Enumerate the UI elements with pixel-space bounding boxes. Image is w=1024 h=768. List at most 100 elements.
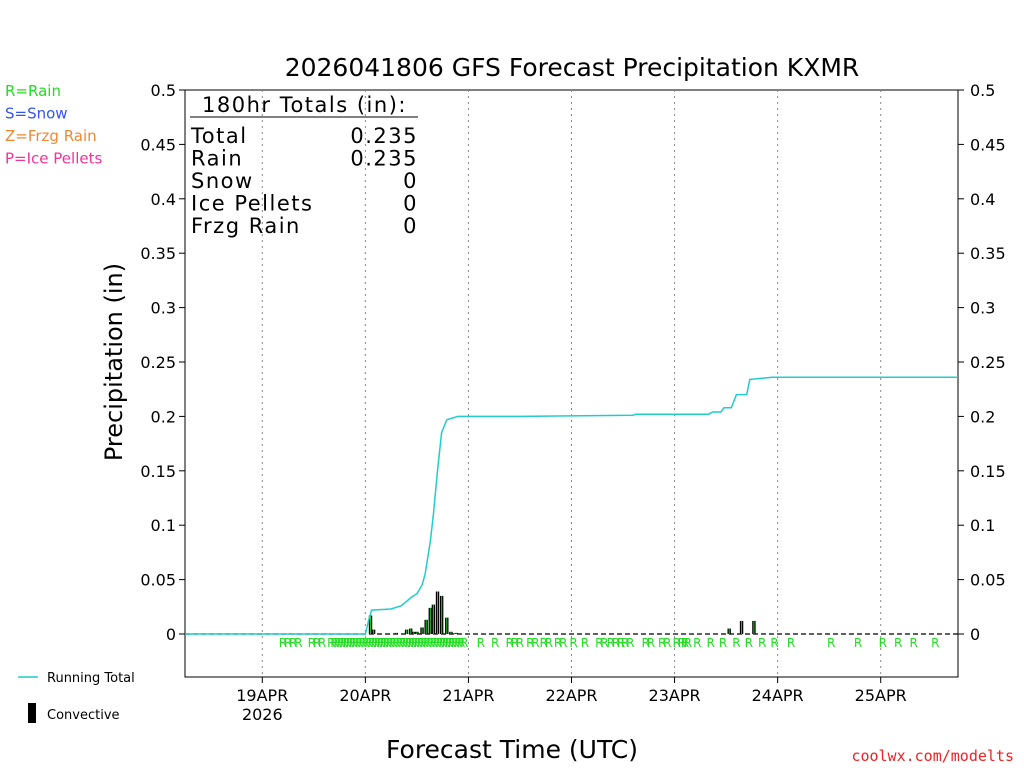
x-tick-label: 19APR [236, 686, 288, 705]
rain-marker: R [745, 636, 753, 650]
precip-type-legend: R=Rain S=Snow Z=Frzg Rain P=Ice Pellets [5, 82, 102, 168]
convective-bar-highlight [455, 632, 457, 634]
running-total-legend: Running Total [18, 671, 135, 686]
rain-marker: R [454, 636, 462, 650]
convective-bar-highlight [413, 631, 415, 634]
rain-marker: R [569, 636, 577, 650]
rain-marker: R [279, 636, 287, 650]
rain-marker: R [511, 636, 519, 650]
y-tick-label-left: 0.3 [151, 299, 176, 318]
type-legend-item: P=Ice Pellets [5, 150, 102, 168]
running-total-legend-label: Running Total [47, 671, 135, 686]
rain-marker: R [386, 636, 394, 650]
rain-marker: R [894, 636, 902, 650]
convective-bar-highlight [753, 620, 755, 634]
y-axis-right: 0 0.05 0.1 0.15 0.2 0.25 0.3 0.35 0.4 0.45 0.5 [958, 81, 1006, 644]
rain-marker: R [910, 636, 918, 650]
rain-marker: R [289, 636, 297, 650]
rain-marker: R [787, 636, 795, 650]
rain-marker: R [352, 636, 360, 650]
rain-marker: R [612, 636, 620, 650]
credit-link[interactable]: coolwx.com/modelts [851, 747, 1014, 765]
convective-bar-highlight [395, 632, 397, 634]
rain-marker: R [531, 636, 539, 650]
y-tick-label-right: 0.45 [970, 135, 1006, 154]
rain-marker: R [432, 636, 440, 650]
rain-marker: R [732, 636, 740, 650]
rain-marker: R [457, 636, 465, 650]
rain-marker: R [442, 636, 450, 650]
rain-marker: R [313, 636, 321, 650]
x-tick-label: 23APR [649, 686, 701, 705]
convective-bar-highlight [728, 628, 730, 634]
convective-legend: Convective [28, 703, 120, 723]
rain-marker: R [308, 636, 316, 650]
rain-marker: R [647, 636, 655, 650]
rain-marker: R [684, 636, 692, 650]
gridlines [261, 90, 882, 677]
y-tick-label-right: 0.4 [970, 190, 995, 209]
convective-bar-highlight [741, 620, 743, 634]
rain-marker: R [706, 636, 714, 650]
rain-marker: R [411, 636, 419, 650]
rain-marker: R [426, 636, 434, 650]
convective-bar-highlight [437, 591, 439, 634]
y-tick-label-right: 0.2 [970, 407, 995, 426]
y-tick-label-left: 0 [166, 625, 176, 644]
totals-row-value: 0 [403, 192, 418, 216]
x-tick-label: 22APR [545, 686, 597, 705]
y-tick-label-right: 0 [970, 625, 980, 644]
running-total-line [185, 376, 958, 635]
rain-marker: R [389, 636, 397, 650]
rain-marker: R [327, 636, 335, 650]
convective-bar-highlight [450, 631, 452, 634]
rain-marker: R [438, 636, 446, 650]
y-tick-label-left: 0.25 [140, 353, 176, 372]
rain-marker: R [545, 636, 553, 650]
rain-marker: R [581, 636, 589, 650]
rain-marker: R [429, 636, 437, 650]
rain-marker: R [330, 636, 338, 650]
totals-row-name: Ice Pellets [191, 192, 313, 216]
rain-marker: R [435, 636, 443, 650]
rain-marker: R [374, 636, 382, 650]
rain-marker: R [284, 636, 292, 650]
totals-box-title: 180hr Totals (in): [202, 93, 407, 117]
rain-marker: R [617, 636, 625, 650]
rain-marker: R [420, 636, 428, 650]
y-axis-label: Precipitation (in) [100, 263, 128, 461]
rain-marker: R [380, 636, 388, 650]
rain-marker: R [349, 636, 357, 650]
x-tick-sublabel: 2026 [242, 705, 283, 724]
totals-row-name: Total [190, 124, 248, 148]
type-legend-item: R=Rain [5, 82, 61, 100]
convective-bar-highlight [370, 615, 372, 634]
convective-bar-highlight [425, 619, 427, 634]
rain-marker: R [526, 636, 534, 650]
rain-marker: R [355, 636, 363, 650]
rain-marker: R [642, 636, 650, 650]
chart-title: 2026041806 GFS Forecast Precipitation KX… [285, 53, 860, 82]
convective-bar-highlight [373, 629, 375, 634]
y-tick-label-right: 0.35 [970, 244, 1006, 263]
rain-marker: R [401, 636, 409, 650]
rain-marker: R [370, 636, 378, 650]
type-legend-item: Z=Frzg Rain [5, 127, 97, 145]
y-tick-label-right: 0.1 [970, 516, 995, 535]
rain-marker: R [395, 636, 403, 650]
y-tick-label-left: 0.5 [151, 81, 176, 100]
rain-marker: R [595, 636, 603, 650]
convective-legend-label: Convective [47, 708, 120, 723]
rain-marker: R [554, 636, 562, 650]
rain-marker: R [340, 636, 348, 650]
rain-marker: R [333, 636, 341, 650]
rain-marker: R [336, 636, 344, 650]
totals-row-name: Rain [191, 147, 243, 171]
rain-marker: R [491, 636, 499, 650]
y-tick-label-left: 0.05 [140, 571, 176, 590]
convective-bars [368, 591, 756, 634]
rain-marker: R [398, 636, 406, 650]
rain-marker: R [346, 636, 354, 650]
